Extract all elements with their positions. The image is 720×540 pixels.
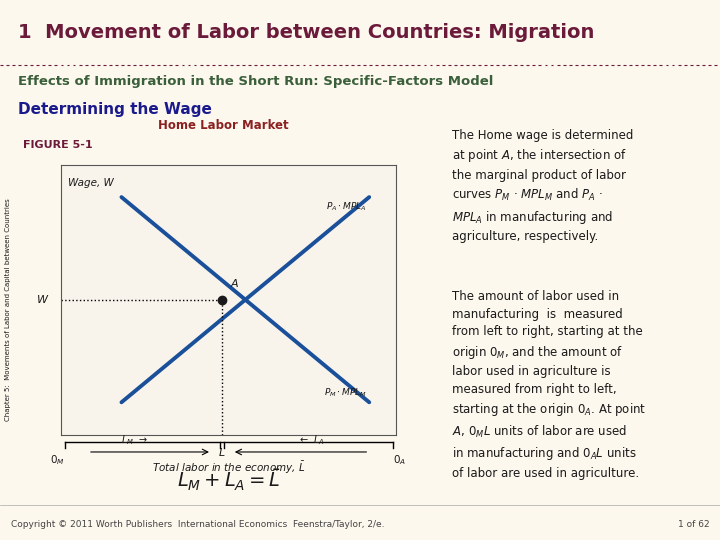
Text: Home Labor Market: Home Labor Market bbox=[158, 119, 288, 132]
Text: The amount of labor used in
manufacturing  is  measured
from left to right, star: The amount of labor used in manufacturin… bbox=[452, 291, 647, 480]
Text: Copyright © 2011 Worth Publishers  International Economics  Feenstra/Taylor, 2/e: Copyright © 2011 Worth Publishers Intern… bbox=[11, 519, 384, 529]
Text: Effects of Immigration in the Short Run: Specific-Factors Model: Effects of Immigration in the Short Run:… bbox=[18, 75, 493, 88]
Text: $L_M + L_A = \bar{L}$: $L_M + L_A = \bar{L}$ bbox=[177, 468, 280, 493]
Text: L: L bbox=[219, 448, 225, 458]
Text: Total labor in the economy, $\bar{L}$: Total labor in the economy, $\bar{L}$ bbox=[152, 460, 305, 476]
Text: ←  $L_A$: ← $L_A$ bbox=[300, 433, 325, 447]
Text: $P_M \cdot MPL_M$: $P_M \cdot MPL_M$ bbox=[324, 386, 367, 399]
Text: 1  Movement of Labor between Countries: Migration: 1 Movement of Labor between Countries: M… bbox=[18, 23, 595, 42]
Text: A: A bbox=[230, 279, 238, 289]
Text: $P_A \cdot MPL_A$: $P_A \cdot MPL_A$ bbox=[325, 201, 366, 213]
Text: 1 of 62: 1 of 62 bbox=[678, 519, 709, 529]
Text: Determining the Wage: Determining the Wage bbox=[18, 102, 212, 117]
Text: FIGURE 5-1: FIGURE 5-1 bbox=[23, 140, 93, 151]
Text: Chapter 5:  Movements of Labor and Capital between Countries: Chapter 5: Movements of Labor and Capita… bbox=[5, 198, 11, 421]
Text: $L_M$  →: $L_M$ → bbox=[121, 433, 148, 447]
Text: $0_M$: $0_M$ bbox=[50, 454, 66, 468]
Text: W: W bbox=[37, 295, 48, 305]
Text: $0_A$: $0_A$ bbox=[393, 454, 406, 468]
Text: Wage, W: Wage, W bbox=[68, 178, 114, 188]
Text: The Home wage is determined
at point $A$, the intersection of
the marginal produ: The Home wage is determined at point $A$… bbox=[452, 129, 634, 244]
